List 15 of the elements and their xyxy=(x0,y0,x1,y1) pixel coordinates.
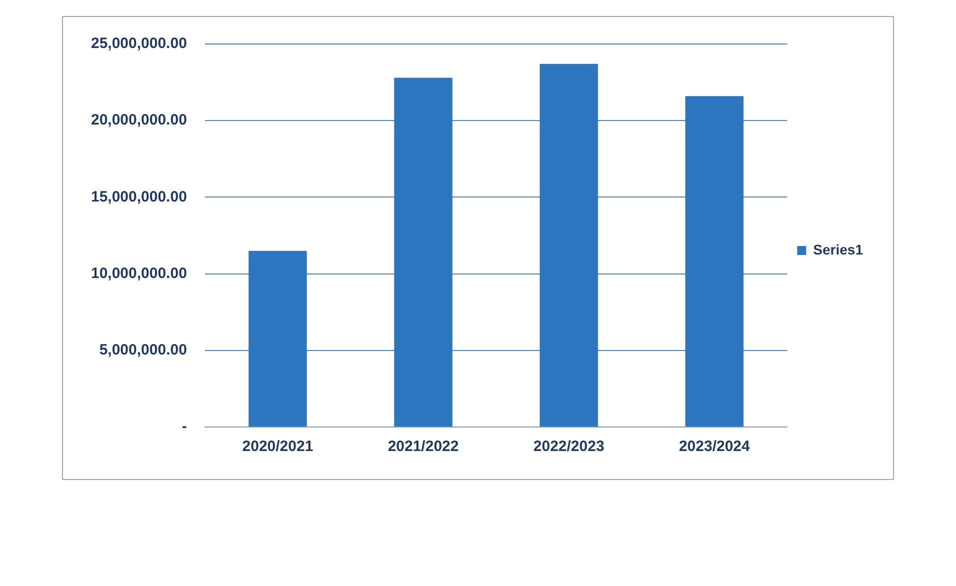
bar xyxy=(248,250,307,426)
y-tick-label: 20,000,000.00 xyxy=(90,112,187,129)
y-tick-label: 15,000,000.00 xyxy=(90,188,187,206)
y-tick-label: - xyxy=(182,418,187,436)
x-tick-label: 2023/2024 xyxy=(678,438,751,456)
x-tick-label: 2021/2022 xyxy=(388,438,459,456)
x-tick-label: 2022/2023 xyxy=(533,438,604,456)
y-tick-label: 25,000,000.00 xyxy=(90,35,187,52)
x-tick-label: 2020/2021 xyxy=(242,438,314,456)
y-tick-label: 10,000,000.00 xyxy=(90,264,187,282)
bar xyxy=(685,96,744,426)
bar xyxy=(540,64,598,426)
y-tick-label: 5,000,000.00 xyxy=(99,342,187,359)
bar xyxy=(394,78,452,426)
legend-label: Series1 xyxy=(813,241,864,258)
